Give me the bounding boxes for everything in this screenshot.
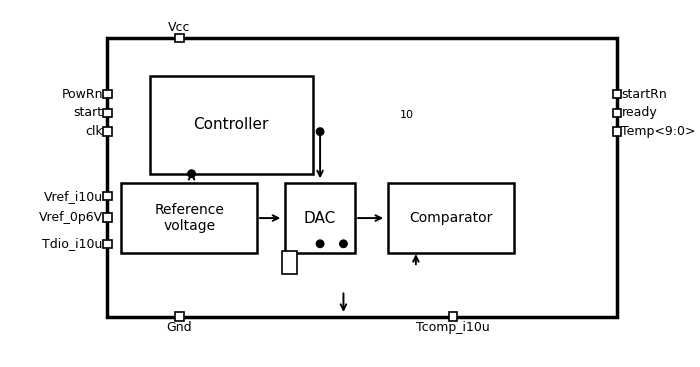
Bar — [104, 213, 112, 222]
Bar — [612, 90, 621, 98]
Circle shape — [316, 240, 324, 247]
Bar — [104, 192, 112, 200]
Text: clk: clk — [85, 125, 103, 138]
Bar — [104, 109, 112, 117]
Bar — [104, 127, 112, 136]
Text: PowRn: PowRn — [62, 88, 103, 101]
Bar — [282, 251, 297, 274]
Text: Temp<9:0>: Temp<9:0> — [622, 125, 696, 138]
Text: ready: ready — [622, 106, 657, 119]
Text: Controller: Controller — [194, 117, 269, 132]
Text: Vref_0p6V: Vref_0p6V — [38, 211, 103, 224]
Bar — [175, 312, 183, 321]
Circle shape — [340, 240, 347, 247]
Bar — [449, 312, 458, 321]
Text: Tcomp_i10u: Tcomp_i10u — [416, 321, 490, 334]
Text: Comparator: Comparator — [410, 211, 493, 225]
Bar — [104, 240, 112, 248]
Bar — [122, 183, 257, 253]
Bar — [175, 34, 183, 42]
Text: Reference
voltage: Reference voltage — [154, 203, 224, 233]
Text: Vref_i10u: Vref_i10u — [43, 190, 103, 203]
Bar — [150, 76, 313, 174]
Text: Vcc: Vcc — [168, 21, 190, 33]
Text: 10: 10 — [400, 110, 414, 120]
Text: Gnd: Gnd — [167, 321, 193, 334]
Text: Tdio_i10u: Tdio_i10u — [43, 237, 103, 250]
Text: DAC: DAC — [304, 211, 336, 226]
Text: start: start — [74, 106, 103, 119]
Bar — [108, 38, 617, 317]
Circle shape — [316, 128, 324, 135]
Bar — [285, 183, 355, 253]
Bar — [388, 183, 514, 253]
Text: startRn: startRn — [622, 88, 667, 101]
Bar — [104, 90, 112, 98]
Bar — [612, 127, 621, 136]
Bar — [612, 109, 621, 117]
Circle shape — [188, 170, 195, 177]
